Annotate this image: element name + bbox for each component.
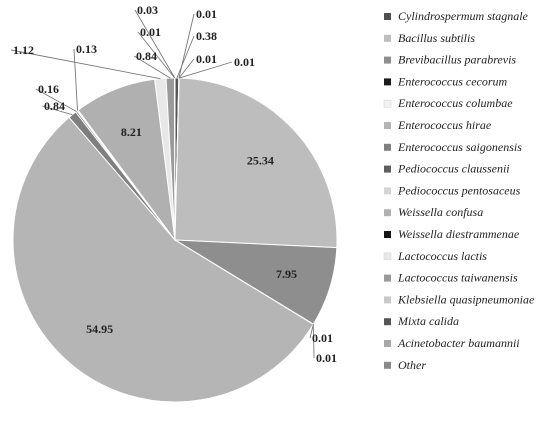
leader-line	[309, 324, 314, 339]
legend-entry: Cylindrospermum stagnale	[398, 9, 529, 23]
legend-entry: Brevibacillus parabrevis	[398, 53, 516, 67]
legend-entry: Enterococcus columbae	[397, 96, 513, 110]
legend-entry: Pediococcus claussenii	[397, 162, 510, 176]
pie-slices	[12, 77, 338, 403]
legend-swatch	[384, 13, 391, 20]
leader-line	[178, 61, 233, 79]
legend-entry: Enterococcus hirae	[397, 118, 492, 132]
leader-line	[178, 58, 195, 79]
legend-swatch	[384, 318, 391, 326]
slice-value-label: 8.21	[121, 125, 142, 139]
leader-line	[134, 9, 176, 79]
slice-value-label: 0.03	[137, 3, 158, 17]
legend-swatch	[384, 209, 391, 217]
leader-line	[41, 105, 73, 116]
legend-entry: Lactococcus taiwanensis	[397, 271, 518, 285]
legend-swatch	[383, 252, 392, 261]
legend-entry: Pediococcus pentosaceus	[397, 183, 521, 197]
slice-value-label: 0.01	[316, 351, 337, 365]
leader-line	[178, 13, 195, 79]
slice-value-label: 0.38	[196, 29, 217, 43]
legend-entry: Other	[398, 358, 426, 372]
slice-value-label: 54.95	[86, 322, 113, 336]
slice-value-label: 0.13	[76, 42, 97, 56]
legend-swatch	[384, 78, 391, 86]
legend-swatch	[384, 274, 391, 282]
legend-swatch	[384, 231, 391, 238]
slice-value-label: 0.01	[312, 331, 333, 345]
legend-entry: Weissella diestrammenae	[398, 227, 520, 241]
legend-swatch	[384, 165, 391, 173]
leader-line	[10, 49, 161, 80]
legend-swatch	[384, 143, 391, 151]
leader-line	[137, 31, 175, 79]
legend-swatch	[384, 34, 391, 42]
slice-value-label: 0.01	[140, 25, 161, 39]
slice-value-label: 1.12	[13, 43, 34, 57]
legend-entry: Lactococcus lactis	[397, 249, 487, 263]
leader-line	[35, 88, 77, 112]
legend-swatch	[383, 99, 392, 108]
slice-value-label: 0.84	[136, 49, 157, 63]
leader-line	[176, 35, 195, 79]
legend-entry: Klebsiella quasipneumoniae	[397, 292, 535, 306]
leader-line	[133, 55, 171, 79]
legend-swatch	[384, 340, 391, 347]
legend-swatch	[384, 122, 391, 129]
data-labels: 0.38 0.01 0.01 0.01 25.34 7.95 0.01 0.01 54.95 0.…	[13, 3, 337, 365]
leader-line	[73, 48, 78, 111]
slice-value-label: 0.84	[44, 99, 65, 113]
slice-value-label: 0.01	[196, 52, 217, 66]
legend-swatch	[384, 361, 391, 369]
slice-value-label: 0.16	[38, 82, 59, 96]
legend-entry: Weissella confusa	[398, 205, 483, 219]
slice-value-label: 0.01	[196, 7, 217, 21]
leader-line	[312, 324, 315, 359]
slice-value-label: 7.95	[276, 267, 297, 281]
legend-swatch	[384, 187, 391, 195]
legend-swatch	[384, 296, 391, 304]
legend-entry: Enterococcus saigonensis	[397, 140, 522, 154]
slice-value-label: 25.34	[247, 154, 274, 168]
legend-swatch	[384, 56, 391, 64]
pie-slice	[12, 116, 314, 403]
legend-entry: Mixta calida	[397, 314, 459, 328]
leader-lines	[10, 9, 315, 359]
legend: Cylindrospermum stagnale Bacillus subtili…	[383, 9, 535, 372]
pie-slice	[174, 77, 338, 249]
legend-entry: Enterococcus cecorum	[397, 74, 508, 88]
slice-value-label: 0.01	[234, 55, 255, 69]
legend-entry: Acinetobacter baumannii	[397, 336, 520, 350]
legend-entry: Bacillus subtilis	[398, 31, 475, 45]
